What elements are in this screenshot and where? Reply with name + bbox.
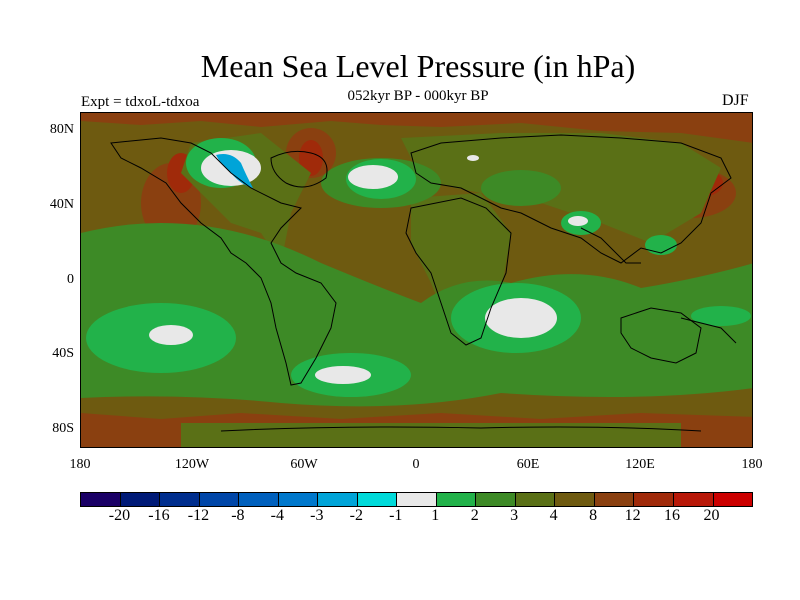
colorbar-label: 1 [431,507,440,524]
colorbar-label: -2 [349,507,363,524]
colorbar-segment [120,493,161,506]
colorbar-label: -4 [270,507,284,524]
colorbar-label: 2 [470,507,479,524]
colorbar-segment [397,493,437,506]
colorbar-segment [713,493,753,506]
colorbar-segment [81,493,121,506]
colorbar-label: -3 [310,507,324,524]
experiment-label: Expt = tdxoL-tdxoa [81,94,200,110]
map-subtitle: 052kyr BP - 000kyr BP [347,88,489,104]
colorbar-segment [673,493,714,506]
colorbar-label: -12 [187,507,210,524]
colorbar-segment [239,493,279,506]
season-label: DJF [722,92,749,109]
positive-anomaly-bands [81,158,752,407]
colorbar-label: -16 [148,507,170,524]
map-title: Mean Sea Level Pressure (in hPa) [200,48,636,84]
lon-label-180w: 180 [69,457,91,472]
colorbar-segment [160,493,200,506]
colorbar-segment [634,493,674,506]
colorbar-label: 20 [703,507,720,524]
negative-anomaly-region [216,154,253,188]
colorbar-segment [318,493,358,506]
pressure-anomaly-map [81,113,752,447]
colorbar-label: 12 [624,507,641,524]
lon-label-0: 0 [412,457,420,472]
lon-label-60w: 60W [290,457,318,472]
map-panel [80,112,753,448]
colorbar-label: 4 [549,507,558,524]
lon-label-60e: 60E [516,457,540,472]
colorbar-segment [278,493,319,506]
colorbar-label: -8 [231,507,245,524]
colorbar-segment [476,493,516,506]
lon-label-120e: 120E [625,457,655,472]
colorbar-segment [199,493,240,506]
coastlines [110,134,737,432]
colorbar-label: 3 [510,507,519,524]
lat-label-equator: 0 [67,272,74,287]
colorbar [80,492,753,507]
colorbar-label: -1 [389,507,403,524]
lon-label-120w: 120W [174,457,210,472]
colorbar-label: -20 [108,507,131,524]
colorbar-label: 8 [589,507,598,524]
lat-label-40n: 40N [49,197,74,212]
colorbar-label: 16 [664,507,681,524]
colorbar-segment [555,493,595,506]
colorbar-segment [436,493,477,506]
lat-label-80s: 80S [52,421,74,436]
colorbar-segment [515,493,556,506]
lon-label-180e: 180 [741,457,763,472]
lat-label-40s: 40S [52,346,74,361]
colorbar-segment [594,493,635,506]
colorbar-segment [357,493,398,506]
lat-label-80n: 80N [49,122,74,137]
